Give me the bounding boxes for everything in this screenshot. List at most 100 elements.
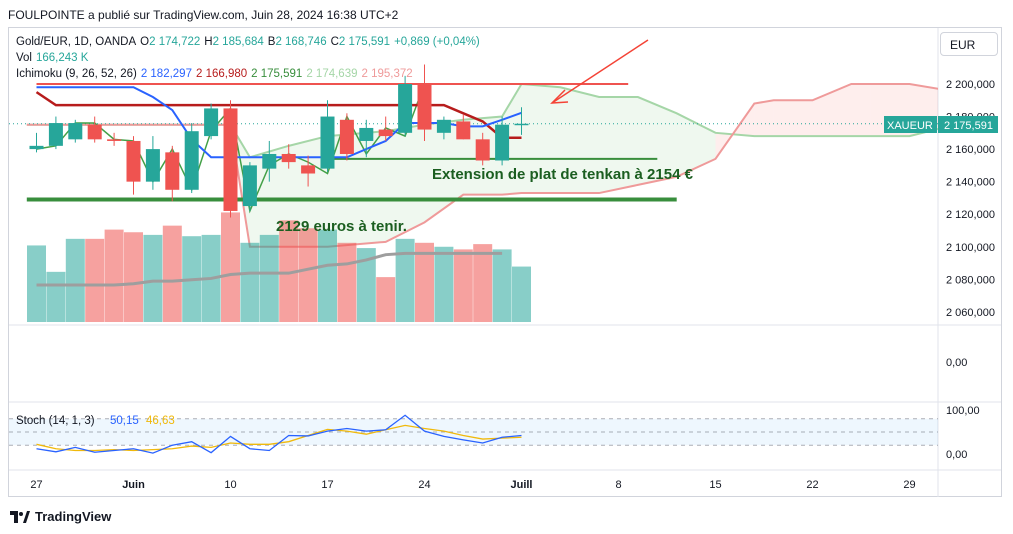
candle-body [107, 139, 122, 141]
candle-body [456, 121, 471, 140]
time-tick-label: 22 [806, 479, 818, 491]
candle-body [262, 153, 277, 169]
volume-bar [356, 248, 376, 322]
candle-body [242, 165, 257, 207]
cloud-segment [288, 136, 328, 247]
time-tick-label: 10 [224, 479, 236, 491]
time-tick-label: Juin [122, 479, 145, 491]
candle-body [475, 139, 490, 161]
volume-bar [376, 277, 396, 322]
legend-high: 2 185,684 [212, 36, 264, 48]
legend-chikou: 2 175,591 [251, 68, 303, 80]
candle-body [204, 108, 219, 137]
stoch-d-value: 46,63 [146, 415, 175, 427]
annotation-arrow-icon [551, 39, 649, 104]
time-tick-label: 29 [903, 479, 915, 491]
volume-bar [453, 249, 473, 322]
price-tag-symbol: XAUEUR [887, 120, 933, 132]
candle-body [495, 124, 510, 161]
chart-legend: Gold/EUR, 1D, OANDA O2 174,722 H2 185,684 B… [16, 34, 484, 82]
legend-tenkan: 2 182,297 [140, 68, 192, 80]
legend-low-label: B [267, 36, 276, 48]
legend-change: +0,869 (+0,04%) [394, 36, 480, 48]
candle-body [87, 124, 102, 140]
momentum-tick-label: 0,00 [946, 357, 967, 369]
legend-close: 2 175,591 [338, 36, 391, 48]
price-tick-label: 2 060,000 [946, 307, 995, 319]
volume-bar [473, 244, 493, 322]
candle-body [48, 123, 63, 146]
time-tick-label: 24 [418, 479, 430, 491]
legend-symbol: Gold/EUR, 1D, OANDA [16, 36, 137, 48]
cloud-segment [637, 97, 677, 185]
volume-ma-line [36, 251, 503, 287]
candle-body [320, 116, 335, 169]
time-tick-label: 27 [30, 479, 42, 491]
candle-body [281, 153, 296, 163]
price-tick-label: 2 200,000 [946, 79, 995, 91]
legend-close-label: C [330, 36, 339, 48]
legend-vol: 166,243 K [36, 52, 89, 64]
candle-body [514, 123, 529, 126]
cloud-segment [502, 84, 522, 195]
tradingview-logo-icon [10, 510, 30, 523]
cloud-segment [676, 113, 716, 177]
price-tick-label: 2 080,000 [946, 274, 995, 286]
price-tick-label: 2 160,000 [946, 144, 995, 156]
candle-body [126, 140, 141, 182]
candle-body [223, 108, 238, 211]
candle-body [339, 119, 354, 154]
volume-bar [259, 234, 279, 322]
time-tick-label: 8 [615, 479, 621, 491]
stoch-tick-label: 0,00 [946, 449, 967, 461]
volume-bar [415, 242, 434, 322]
stoch-tick-label: 100,00 [946, 405, 980, 417]
price-tick-label: 2 120,000 [946, 209, 995, 221]
legend-span-a: 2 174,639 [306, 68, 358, 80]
legend-vol-row: Vol 166,243 K [16, 50, 484, 66]
stoch-k-line [36, 414, 522, 454]
time-tick-label: 15 [709, 479, 721, 491]
stoch-k-value: 50,15 [110, 415, 139, 427]
arrow-head-icon [550, 89, 569, 104]
cloud-segment [521, 84, 561, 194]
candle-body [145, 149, 160, 182]
footer-brand-text: TradingView [35, 509, 112, 524]
price-tag: XAUEUR 2 175,591 [884, 116, 998, 133]
time-tick-label: 17 [321, 479, 333, 491]
candle-body [417, 84, 432, 130]
legend-vol-label: Vol [16, 52, 32, 64]
candle-body [359, 127, 374, 141]
cloud-segment [249, 145, 289, 247]
price-tick-label: 2 100,000 [946, 242, 995, 254]
legend-ohlc-row: Gold/EUR, 1D, OANDA O2 174,722 H2 185,684 B… [16, 34, 484, 50]
volume-bar [512, 266, 531, 322]
volume-bar [162, 225, 182, 322]
cloud-segment [560, 87, 600, 194]
candle-body [436, 119, 451, 133]
volume-bar [124, 232, 143, 322]
volume-bar [434, 246, 454, 322]
volume-bar [143, 234, 163, 322]
cloud-segment [424, 119, 464, 223]
volume-bar [221, 212, 240, 322]
footer-brand[interactable]: TradingView [10, 509, 111, 524]
currency-button[interactable]: EUR [940, 32, 998, 56]
candle-body [378, 129, 393, 137]
cloud-segment [327, 131, 386, 247]
legend-kijun: 2 166,980 [195, 68, 248, 80]
price-tag-value: 2 175,591 [944, 120, 993, 132]
cloud-segment [773, 100, 813, 137]
legend-low: 2 168,746 [275, 36, 327, 48]
candle-body [68, 123, 83, 140]
candle-body [165, 152, 180, 190]
candle-body [301, 165, 316, 174]
publish-header: FOULPOINTE a publié sur TradingView.com,… [8, 8, 399, 22]
support-annotation: 2129 euros à tenir. [276, 218, 407, 235]
volume-bar [492, 249, 512, 322]
legend-open: 2 174,722 [149, 36, 201, 48]
volume-bar [318, 229, 337, 322]
volume-bar [85, 238, 105, 322]
cloud-segment [385, 124, 425, 242]
